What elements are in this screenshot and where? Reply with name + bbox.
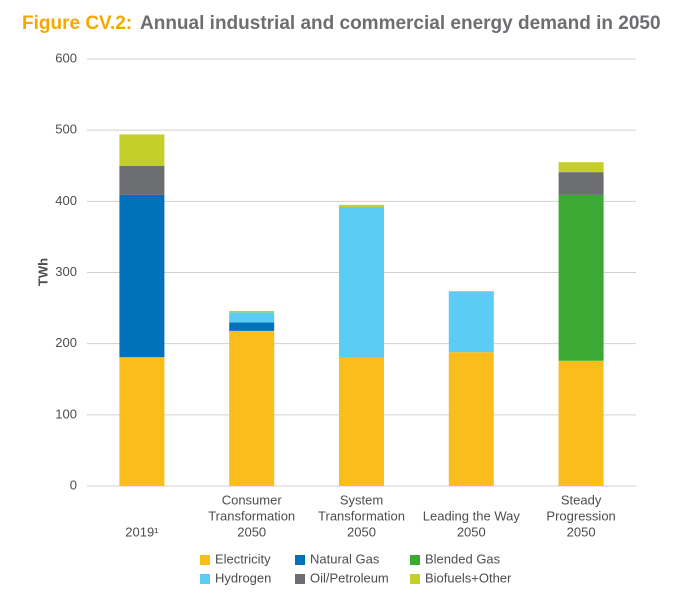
bar-segment bbox=[558, 172, 604, 195]
legend-swatch bbox=[410, 555, 420, 565]
x-tick-label: 2050 bbox=[347, 524, 376, 539]
legend-label: Natural Gas bbox=[310, 551, 380, 566]
legend-label: Blended Gas bbox=[425, 551, 501, 566]
legend-label: Oil/Petroleum bbox=[310, 570, 389, 585]
bar-segment bbox=[448, 291, 494, 292]
chart-title: Annual industrial and commercial energy … bbox=[140, 13, 661, 34]
bar-segment bbox=[448, 291, 494, 353]
bar-segment bbox=[448, 352, 494, 486]
bar-segment bbox=[229, 322, 275, 331]
y-tick-label: 500 bbox=[55, 122, 77, 137]
bar-segment bbox=[119, 134, 165, 166]
bar-segment bbox=[558, 360, 604, 486]
bar-segment bbox=[229, 310, 275, 313]
legend-swatch bbox=[200, 574, 210, 584]
x-tick-label: Progression bbox=[546, 508, 615, 523]
bar-segment bbox=[119, 165, 165, 195]
y-tick-label: 200 bbox=[55, 335, 77, 350]
x-tick-label: Consumer bbox=[222, 492, 283, 507]
y-tick-label: 0 bbox=[70, 477, 77, 492]
bar-segment bbox=[558, 194, 604, 361]
legend-label: Electricity bbox=[215, 551, 271, 566]
legend-swatch bbox=[410, 574, 420, 584]
x-tick-label: 2019¹ bbox=[125, 524, 159, 539]
bar-segment bbox=[119, 357, 165, 486]
bar-segment bbox=[339, 357, 384, 486]
x-tick-label: Transformation bbox=[318, 508, 405, 523]
y-axis-label: TWh bbox=[35, 258, 50, 286]
x-tick-label: 2050 bbox=[567, 524, 596, 539]
bar-segment bbox=[558, 162, 604, 173]
y-tick-label: 400 bbox=[55, 193, 77, 208]
x-tick-label: System bbox=[340, 492, 383, 507]
title-label: Figure CV.2: bbox=[22, 13, 132, 34]
x-tick-label: Steady bbox=[561, 492, 602, 507]
bar-segment bbox=[229, 312, 275, 323]
legend-swatch bbox=[295, 555, 305, 565]
legend-label: Hydrogen bbox=[215, 570, 271, 585]
bar-segment bbox=[339, 207, 384, 358]
bar-segment bbox=[339, 204, 384, 208]
bar-segment bbox=[119, 194, 165, 358]
y-tick-label: 300 bbox=[55, 264, 77, 279]
legend-swatch bbox=[295, 574, 305, 584]
legend-label: Biofuels+Other bbox=[425, 570, 512, 585]
x-tick-label: 2050 bbox=[237, 524, 266, 539]
legend-swatch bbox=[200, 555, 210, 565]
y-tick-label: 600 bbox=[55, 50, 77, 65]
y-tick-label: 100 bbox=[55, 406, 77, 421]
x-tick-label: Transformation bbox=[208, 508, 295, 523]
x-tick-label: Leading the Way bbox=[423, 508, 521, 523]
x-tick-label: 2050 bbox=[457, 524, 486, 539]
bar-segment bbox=[229, 330, 275, 486]
